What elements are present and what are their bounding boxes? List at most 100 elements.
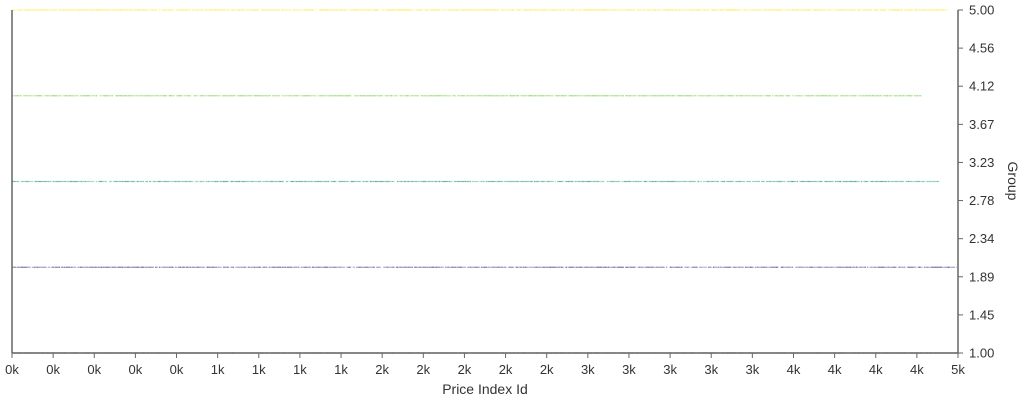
data-point <box>480 95 483 97</box>
data-point <box>181 266 183 268</box>
data-point <box>527 95 529 97</box>
data-point <box>331 9 333 11</box>
data-point <box>152 266 154 268</box>
data-point <box>778 180 780 183</box>
data-point <box>893 180 895 183</box>
data-point <box>158 9 161 11</box>
data-point <box>821 9 823 11</box>
data-point <box>416 9 418 11</box>
data-point <box>308 266 310 268</box>
data-point <box>917 266 919 268</box>
data-point <box>659 9 662 11</box>
data-point <box>735 9 737 11</box>
data-point <box>189 180 191 183</box>
data-point <box>657 180 659 183</box>
data-point <box>483 95 485 97</box>
data-point <box>496 266 499 268</box>
data-point <box>279 266 281 268</box>
data-point <box>251 9 253 11</box>
data-point <box>331 266 333 268</box>
data-point <box>897 180 900 183</box>
data-point <box>218 9 220 11</box>
data-point <box>338 95 341 97</box>
data-point <box>905 9 907 11</box>
data-point <box>793 180 795 183</box>
data-point <box>620 95 622 97</box>
data-point <box>116 266 119 268</box>
data-point <box>693 9 695 11</box>
data-point <box>522 180 525 183</box>
data-point <box>341 95 343 97</box>
data-point <box>802 180 805 183</box>
data-point <box>537 9 539 11</box>
data-point <box>472 9 474 11</box>
data-point <box>442 95 444 97</box>
data-point <box>853 95 855 97</box>
data-point <box>86 95 88 97</box>
data-point <box>536 9 538 11</box>
data-point <box>364 95 367 97</box>
data-point <box>917 180 919 183</box>
data-point <box>359 9 362 11</box>
data-point <box>115 266 117 268</box>
data-point <box>65 9 67 11</box>
data-point <box>579 95 581 97</box>
data-point <box>411 266 413 268</box>
data-point <box>728 266 731 268</box>
data-point <box>49 266 51 268</box>
data-point <box>404 266 406 268</box>
data-point <box>705 95 707 97</box>
data-point <box>633 95 636 97</box>
data-point <box>199 266 201 268</box>
data-point <box>591 9 594 11</box>
data-point <box>648 180 650 183</box>
data-point <box>144 95 146 97</box>
data-point <box>395 95 397 97</box>
data-point <box>41 266 43 268</box>
data-point <box>784 266 786 268</box>
data-point <box>114 9 116 11</box>
data-point <box>488 9 490 11</box>
data-point <box>843 180 845 183</box>
data-point <box>342 9 344 11</box>
data-point <box>282 95 284 97</box>
data-point <box>743 9 745 11</box>
data-point <box>874 95 876 97</box>
data-point <box>859 95 861 97</box>
data-point <box>287 180 289 183</box>
data-point <box>775 180 777 183</box>
data-point <box>927 180 929 183</box>
data-point <box>319 266 321 268</box>
data-point <box>599 266 601 268</box>
data-point <box>111 266 114 268</box>
data-point <box>40 9 42 11</box>
data-point <box>784 180 786 183</box>
data-point <box>672 9 674 11</box>
data-point <box>272 9 274 11</box>
data-point <box>88 9 90 11</box>
data-point <box>546 266 548 268</box>
data-point <box>313 95 315 97</box>
data-point <box>290 95 293 97</box>
data-point <box>541 266 543 268</box>
data-point <box>875 9 877 11</box>
data-point <box>841 9 843 11</box>
data-point <box>268 95 270 97</box>
data-point <box>735 95 737 97</box>
data-point <box>511 9 513 11</box>
data-point <box>134 266 136 268</box>
data-point <box>688 9 690 11</box>
data-point <box>606 9 608 11</box>
data-point <box>494 266 496 268</box>
data-point <box>342 180 344 183</box>
data-point <box>315 9 317 11</box>
data-point <box>799 266 801 268</box>
x-tick-label: 1k <box>252 362 266 377</box>
data-point <box>220 180 222 183</box>
data-point <box>396 9 399 11</box>
data-point <box>869 180 871 183</box>
data-point <box>464 9 467 11</box>
data-point <box>554 9 557 11</box>
data-point <box>305 9 307 11</box>
data-point <box>606 95 608 97</box>
